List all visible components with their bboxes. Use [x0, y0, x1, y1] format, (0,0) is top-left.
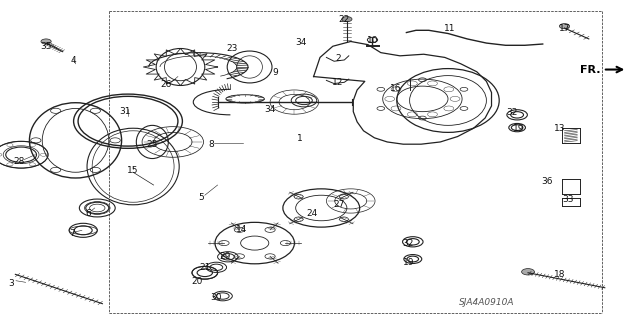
Text: 2: 2 — [335, 54, 340, 63]
Text: SJA4A0910A: SJA4A0910A — [459, 298, 514, 307]
Text: 23: 23 — [226, 44, 237, 53]
Text: 31: 31 — [119, 107, 131, 115]
Text: 35: 35 — [40, 42, 52, 51]
Text: 30: 30 — [211, 293, 222, 302]
Text: 11: 11 — [444, 24, 455, 33]
Text: 36: 36 — [541, 177, 553, 186]
Text: 19: 19 — [403, 258, 414, 267]
Circle shape — [522, 269, 534, 275]
Text: 20: 20 — [191, 277, 203, 286]
Text: 32: 32 — [403, 239, 414, 248]
Text: 18: 18 — [554, 271, 566, 279]
Text: 33: 33 — [563, 195, 574, 204]
Text: 12: 12 — [332, 78, 344, 87]
Text: 7: 7 — [69, 229, 74, 238]
Text: 34: 34 — [295, 38, 307, 47]
Circle shape — [342, 17, 352, 22]
Text: 29: 29 — [220, 252, 231, 261]
Text: FR.: FR. — [580, 64, 600, 75]
Circle shape — [41, 39, 51, 44]
Text: 28: 28 — [13, 157, 25, 166]
Circle shape — [559, 24, 570, 29]
Text: 27: 27 — [333, 200, 345, 209]
Text: 34: 34 — [264, 105, 276, 114]
Text: 6: 6 — [86, 209, 91, 218]
Text: 3: 3 — [9, 279, 14, 288]
Text: 32: 32 — [506, 108, 518, 117]
Text: 1: 1 — [297, 134, 302, 143]
Text: 22: 22 — [339, 15, 350, 24]
Text: 13: 13 — [554, 124, 566, 133]
Text: 24: 24 — [307, 209, 318, 218]
Text: 15: 15 — [127, 166, 139, 175]
Text: 26: 26 — [161, 80, 172, 89]
Text: 19: 19 — [513, 124, 524, 133]
Text: 21: 21 — [199, 263, 211, 272]
Text: 25: 25 — [147, 140, 158, 149]
Text: 5: 5 — [199, 193, 204, 202]
Text: 9: 9 — [273, 68, 278, 77]
Text: 10: 10 — [367, 36, 378, 45]
Text: 14: 14 — [236, 225, 248, 234]
Text: 4: 4 — [71, 56, 76, 65]
Text: 16: 16 — [390, 84, 401, 93]
Text: 17: 17 — [559, 24, 570, 33]
Text: 8: 8 — [209, 140, 214, 149]
